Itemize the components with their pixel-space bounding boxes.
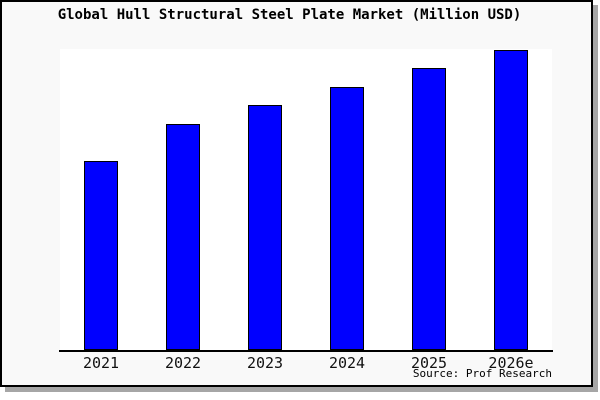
- x-tick-label-2021: 2021: [82, 354, 120, 372]
- x-tick-label-2023: 2023: [246, 354, 284, 372]
- x-tick-label-2026e: 2026e: [488, 354, 534, 372]
- plot-area: [59, 49, 553, 352]
- x-tick-label-2025: 2025: [410, 354, 448, 372]
- chart-title: Global Hull Structural Steel Plate Marke…: [57, 7, 522, 23]
- bar-slot-2023: [224, 49, 306, 350]
- x-tick-label-2022: 2022: [164, 354, 202, 372]
- bar-2022: [166, 124, 200, 350]
- x-axis-line: [59, 350, 553, 352]
- bar-2024: [330, 87, 364, 350]
- chart-card: Global Hull Structural Steel Plate Marke…: [0, 0, 593, 387]
- bar-slot-2025: [388, 49, 470, 350]
- bar-2023: [248, 105, 282, 350]
- x-tick-label-2024: 2024: [328, 354, 366, 372]
- bars-container: [60, 49, 552, 350]
- source-credit: Source: Prof Research: [412, 367, 552, 380]
- bar-slot-2022: [142, 49, 224, 350]
- bar-slot-2026e: [470, 49, 552, 350]
- bar-slot-2021: [60, 49, 142, 350]
- bar-2026e: [494, 50, 528, 350]
- x-axis-labels: 2021 2022 2023 2024 2025 2026e: [60, 354, 552, 372]
- bar-slot-2024: [306, 49, 388, 350]
- bar-2025: [412, 68, 446, 350]
- bar-2021: [84, 161, 118, 350]
